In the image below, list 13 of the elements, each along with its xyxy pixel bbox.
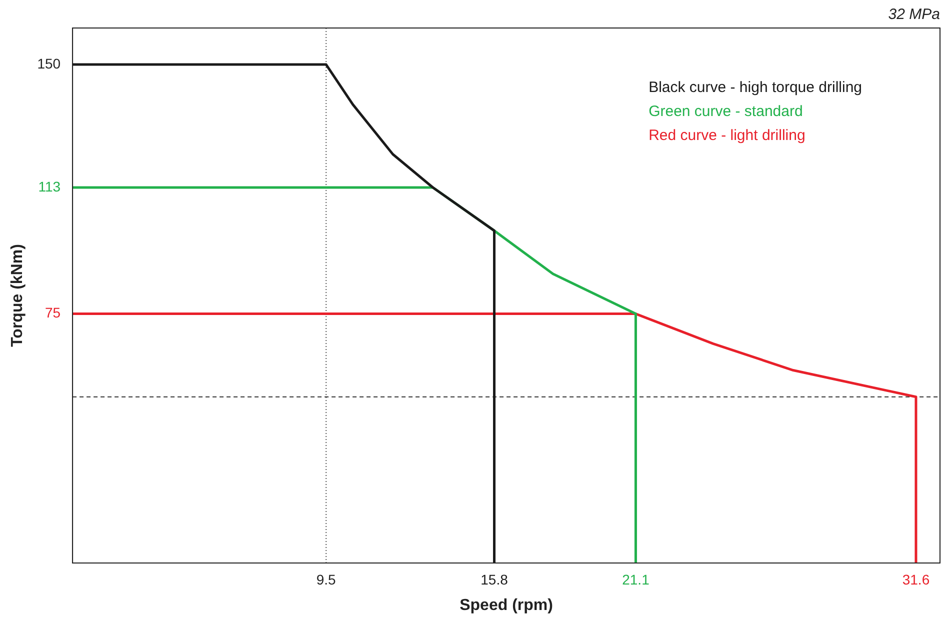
y-tick-label: 150: [37, 55, 61, 72]
x-tick-label: 15.8: [480, 571, 508, 588]
y-axis-title: Torque (kNm): [9, 244, 26, 347]
y-tick-label: 113: [38, 178, 61, 194]
x-tick-label: 21.1: [622, 571, 650, 588]
chart-title: 32 MPa: [888, 6, 940, 24]
x-tick-label: 31.6: [902, 571, 930, 588]
text: Black curve - high torque drilling: [648, 79, 862, 96]
y-tick-label: 75: [44, 304, 61, 321]
text: Red curve - light drilling: [648, 127, 806, 144]
text: Green curve - standard: [648, 103, 803, 120]
x-axis-title: Speed (rpm): [460, 596, 553, 614]
x-tick-label: 9.5: [316, 571, 336, 588]
